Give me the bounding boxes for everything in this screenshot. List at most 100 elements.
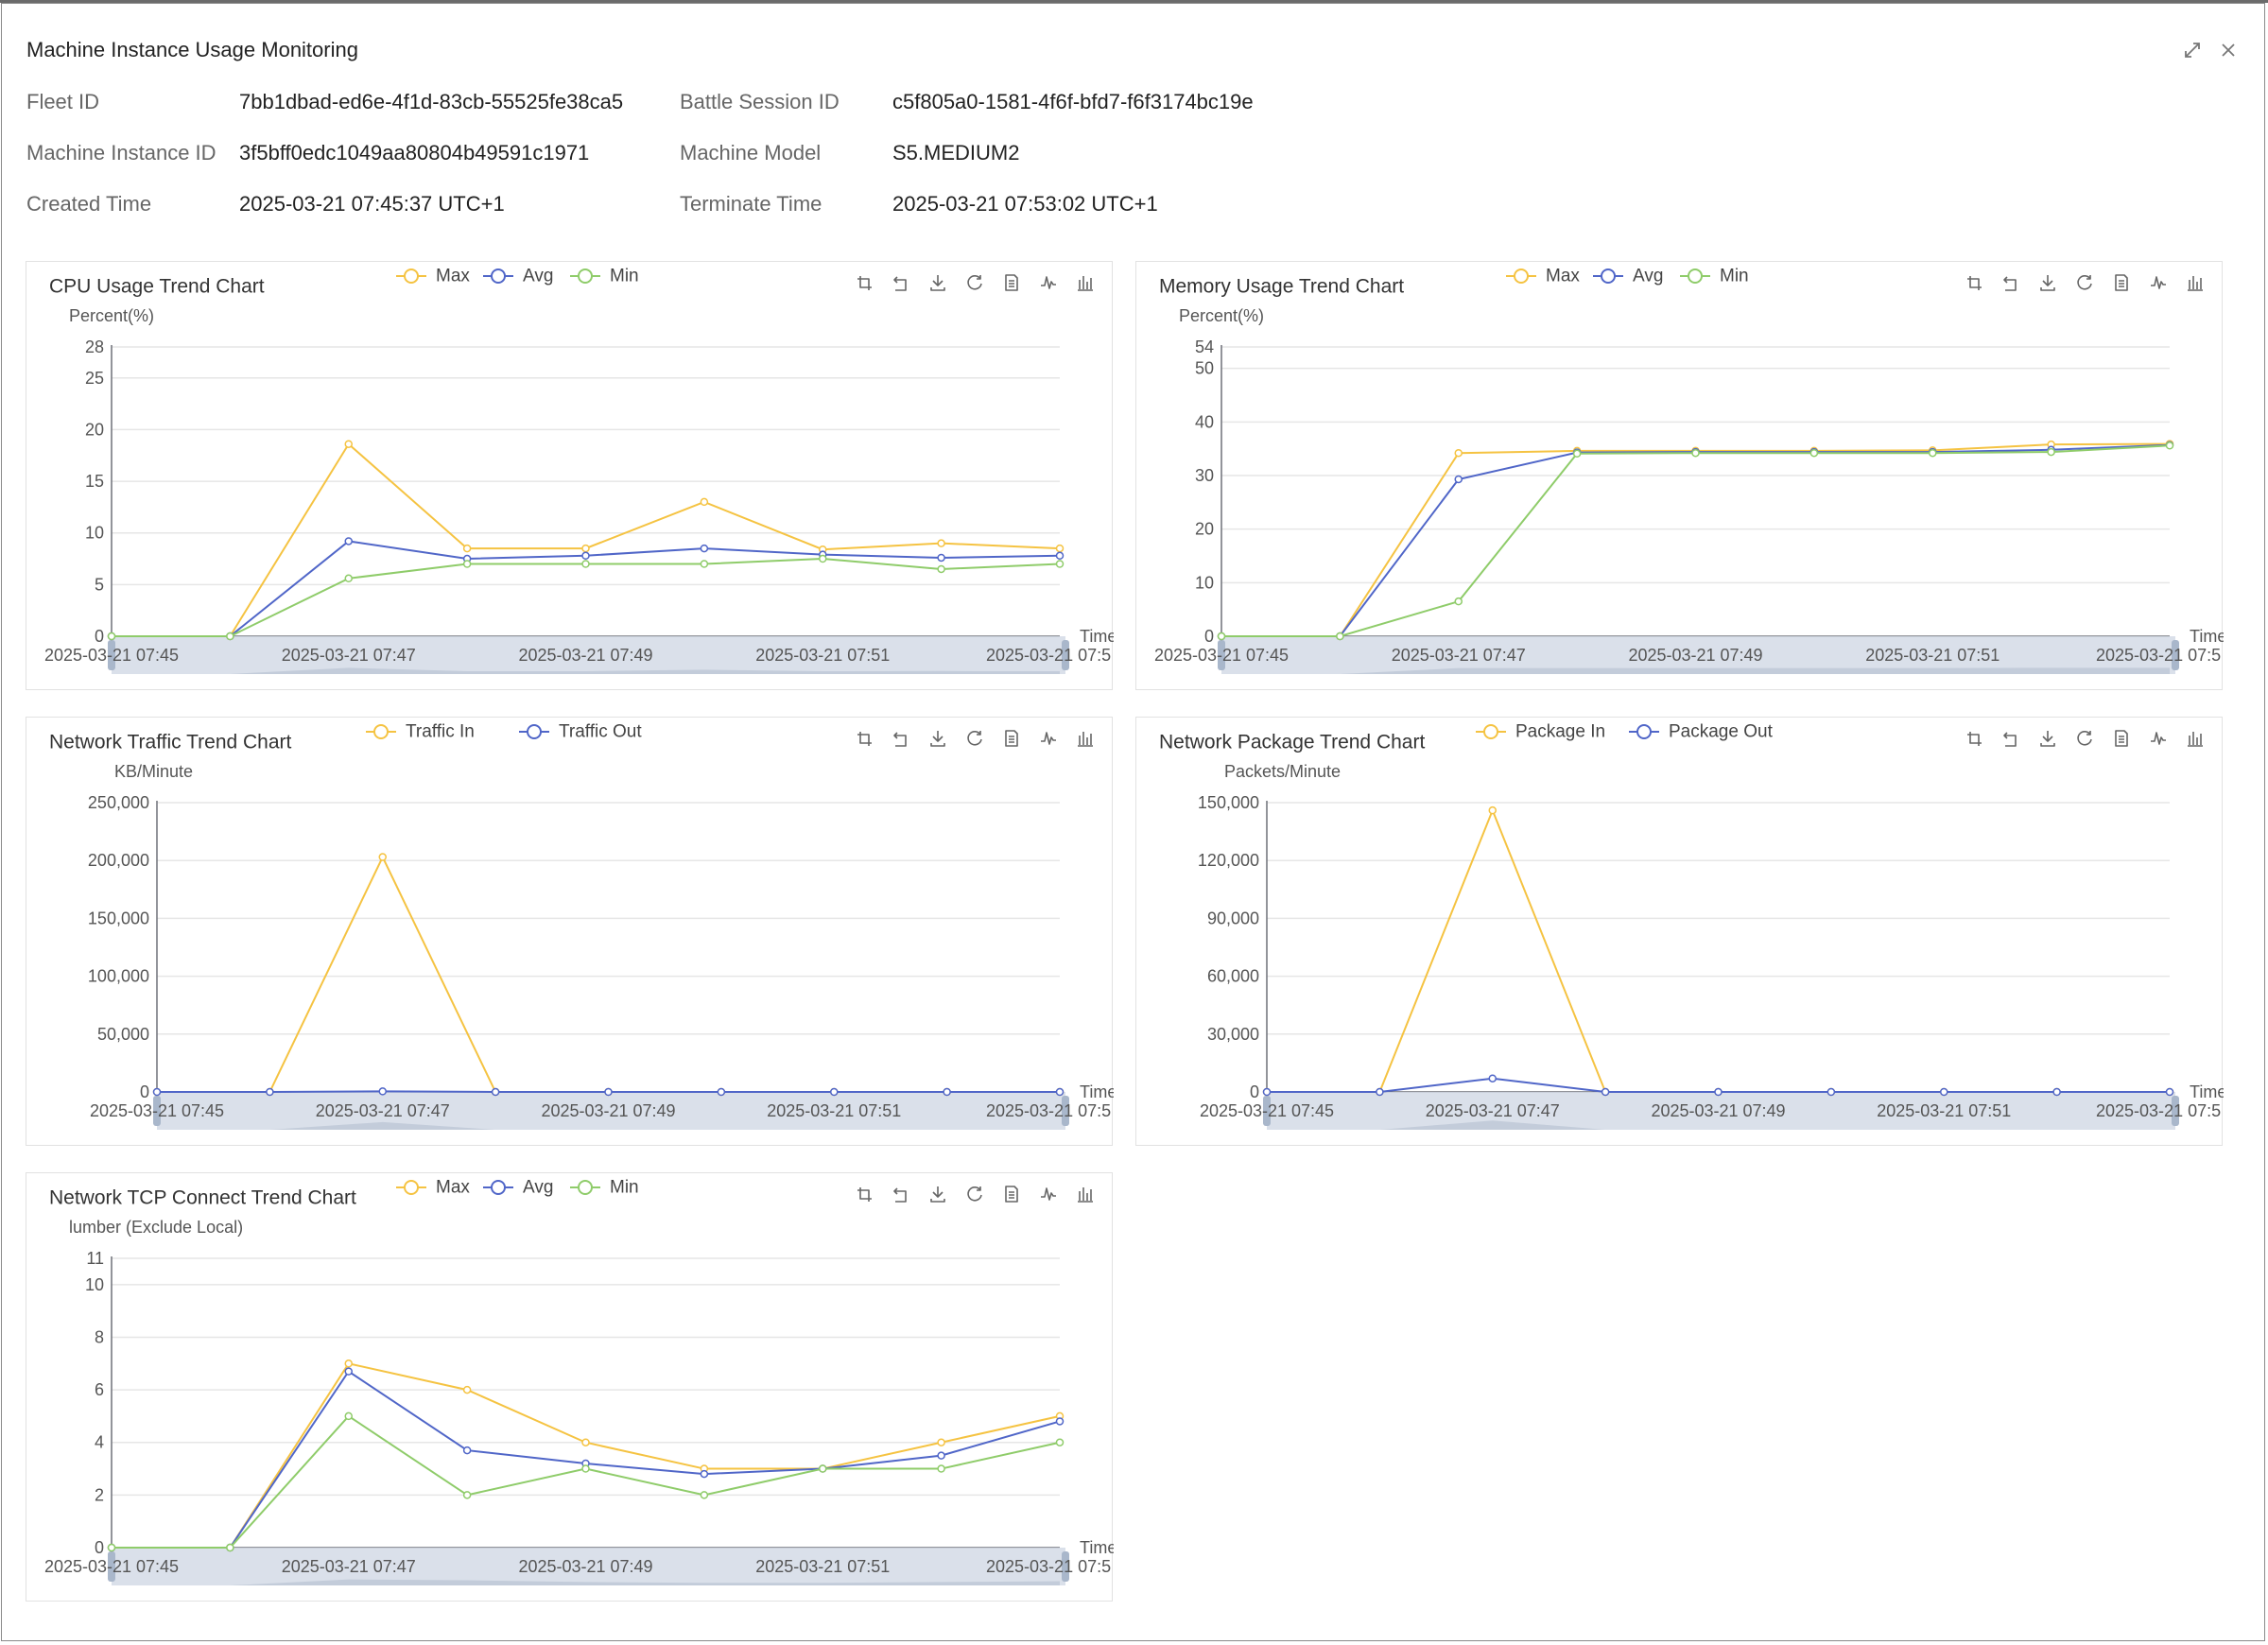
- legend-item-traffic-out[interactable]: Traffic Out: [519, 722, 642, 742]
- legend-item-min[interactable]: Min: [1680, 267, 1749, 286]
- data-point[interactable]: [1454, 475, 1463, 484]
- data-point[interactable]: [581, 1464, 590, 1473]
- data-point[interactable]: [1055, 544, 1065, 553]
- zoom-reset-icon[interactable]: [890, 271, 912, 294]
- data-point[interactable]: [344, 1411, 353, 1421]
- data-point[interactable]: [1691, 448, 1700, 458]
- legend-item-avg[interactable]: Avg: [483, 1178, 553, 1198]
- data-point[interactable]: [1929, 448, 1937, 458]
- data-point[interactable]: [107, 1543, 116, 1552]
- refresh-icon[interactable]: [2073, 271, 2096, 294]
- data-point[interactable]: [1262, 1087, 1272, 1097]
- refresh-icon[interactable]: [963, 727, 986, 750]
- data-point[interactable]: [378, 853, 387, 861]
- datazoom-handle-left[interactable]: [153, 1096, 161, 1126]
- data-point[interactable]: [937, 553, 945, 563]
- data-point[interactable]: [462, 544, 472, 553]
- data-point[interactable]: [717, 1087, 726, 1097]
- data-point[interactable]: [462, 1491, 472, 1499]
- data-point[interactable]: [1336, 632, 1344, 641]
- datazoom-handle-right[interactable]: [1062, 1096, 1069, 1126]
- data-view-icon[interactable]: [2110, 271, 2133, 294]
- data-point[interactable]: [581, 551, 590, 561]
- expand-icon[interactable]: [2182, 40, 2203, 61]
- datazoom-slider[interactable]: [1218, 636, 2179, 674]
- refresh-icon[interactable]: [963, 271, 986, 294]
- data-point[interactable]: [700, 1491, 709, 1499]
- data-view-icon[interactable]: [2110, 727, 2133, 750]
- datazoom-slider[interactable]: [1263, 1092, 2179, 1130]
- datazoom-range[interactable]: [1221, 636, 2175, 674]
- zoom-reset-icon[interactable]: [2000, 271, 2022, 294]
- line-chart-icon[interactable]: [1037, 727, 1060, 750]
- bar-chart-icon[interactable]: [2184, 727, 2207, 750]
- data-point[interactable]: [937, 539, 945, 547]
- download-icon[interactable]: [926, 1183, 949, 1205]
- data-point[interactable]: [937, 564, 945, 574]
- data-point[interactable]: [2165, 1087, 2174, 1097]
- zoom-icon[interactable]: [1963, 727, 1985, 750]
- data-point[interactable]: [1488, 1074, 1497, 1082]
- data-point[interactable]: [1454, 597, 1463, 606]
- legend-item-avg[interactable]: Avg: [1593, 267, 1663, 286]
- data-point[interactable]: [344, 574, 353, 583]
- data-point[interactable]: [819, 554, 827, 563]
- data-point[interactable]: [1217, 632, 1226, 641]
- data-point[interactable]: [226, 1543, 234, 1552]
- zoom-icon[interactable]: [853, 271, 875, 294]
- refresh-icon[interactable]: [963, 1183, 986, 1205]
- data-point[interactable]: [700, 497, 709, 507]
- data-point[interactable]: [1488, 805, 1497, 815]
- data-point[interactable]: [604, 1087, 613, 1097]
- data-point[interactable]: [700, 544, 709, 553]
- datazoom-handle-left[interactable]: [1263, 1096, 1271, 1126]
- legend-item-min[interactable]: Min: [570, 267, 639, 286]
- datazoom-handle-right[interactable]: [1062, 1551, 1069, 1582]
- data-point[interactable]: [937, 1438, 945, 1446]
- zoom-icon[interactable]: [853, 1183, 875, 1205]
- zoom-icon[interactable]: [1963, 271, 1985, 294]
- data-point[interactable]: [1809, 448, 1819, 458]
- data-point[interactable]: [344, 537, 353, 545]
- data-point[interactable]: [1714, 1087, 1723, 1097]
- data-point[interactable]: [1055, 1417, 1065, 1426]
- line-chart-icon[interactable]: [1037, 271, 1060, 294]
- legend-item-max[interactable]: Max: [396, 1178, 470, 1198]
- close-icon[interactable]: [2218, 40, 2239, 61]
- zoom-icon[interactable]: [853, 727, 875, 750]
- datazoom-range[interactable]: [112, 1548, 1065, 1585]
- data-point[interactable]: [226, 632, 234, 641]
- datazoom-range[interactable]: [157, 1092, 1065, 1130]
- bar-chart-icon[interactable]: [2184, 271, 2207, 294]
- zoom-reset-icon[interactable]: [890, 727, 912, 750]
- legend-item-max[interactable]: Max: [396, 267, 470, 286]
- data-point[interactable]: [462, 1385, 472, 1394]
- zoom-reset-icon[interactable]: [890, 1183, 912, 1205]
- data-point[interactable]: [1827, 1087, 1836, 1097]
- data-point[interactable]: [830, 1087, 839, 1097]
- datazoom-range[interactable]: [1267, 1092, 2175, 1130]
- datazoom-handle-left[interactable]: [1218, 640, 1225, 670]
- data-point[interactable]: [1454, 448, 1463, 458]
- datazoom-handle-right[interactable]: [2172, 640, 2179, 670]
- datazoom-slider[interactable]: [108, 1548, 1069, 1585]
- datazoom-handle-left[interactable]: [108, 1551, 115, 1582]
- download-icon[interactable]: [926, 727, 949, 750]
- data-point[interactable]: [581, 560, 590, 568]
- zoom-reset-icon[interactable]: [2000, 727, 2022, 750]
- data-point[interactable]: [344, 1367, 353, 1376]
- data-point[interactable]: [581, 1438, 590, 1446]
- refresh-icon[interactable]: [2073, 727, 2096, 750]
- data-view-icon[interactable]: [1000, 1183, 1023, 1205]
- data-point[interactable]: [2165, 442, 2174, 450]
- data-point[interactable]: [491, 1087, 500, 1097]
- download-icon[interactable]: [926, 271, 949, 294]
- data-point[interactable]: [344, 1359, 353, 1368]
- datazoom-handle-right[interactable]: [2172, 1096, 2179, 1126]
- data-point[interactable]: [2047, 447, 2055, 457]
- datazoom-slider[interactable]: [108, 636, 1069, 674]
- download-icon[interactable]: [2036, 727, 2059, 750]
- bar-chart-icon[interactable]: [1074, 271, 1097, 294]
- bar-chart-icon[interactable]: [1074, 1183, 1097, 1205]
- data-point[interactable]: [1572, 449, 1582, 459]
